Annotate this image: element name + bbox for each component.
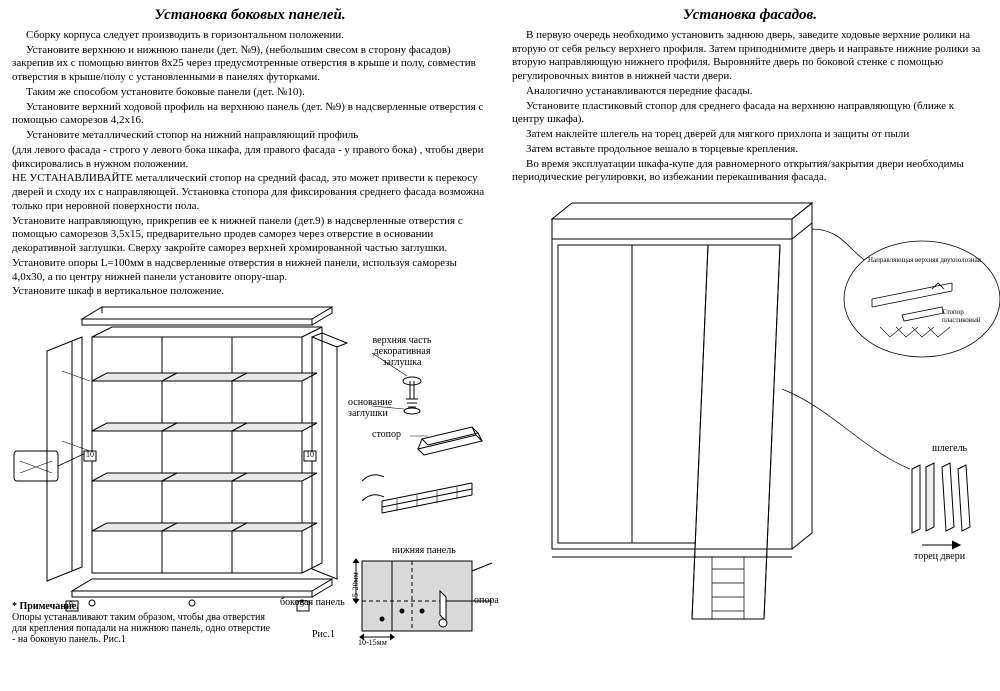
right-column: Установка фасадов. В первую очередь необ…: [500, 0, 1000, 691]
left-column: Установка боковых панелей. Сборку корпус…: [0, 0, 500, 691]
para: Установите шкаф в вертикальное положение…: [12, 285, 488, 299]
para: Затем вставьте продольное вешало в торце…: [512, 143, 988, 157]
label-side-panel: боковая панель: [280, 597, 345, 608]
para: Во время эксплуатации шкафа-купе для рав…: [512, 158, 988, 186]
dim-10-15: 10-15мм: [358, 639, 387, 648]
page: Установка боковых панелей. Сборку корпус…: [0, 0, 1000, 691]
para: Установите верхнюю и нижнюю панели (дет.…: [12, 44, 488, 85]
para: НЕ УСТАНАВЛИВАЙТЕ металлический стопор н…: [12, 172, 488, 213]
para: Сборку корпуса следует производить в гор…: [12, 29, 488, 43]
para: Установите направляющую, прикрепив ее к …: [12, 215, 488, 256]
label-top-guide: Направляющая верхняя двухполозная: [868, 257, 981, 265]
para: (для левого фасада - строго у левого бок…: [12, 144, 488, 172]
para: Таким же способом установите боковые пан…: [12, 86, 488, 100]
para: Установите пластиковый стопор для средне…: [512, 100, 988, 128]
label-bottom-panel: нижняя панель: [392, 545, 456, 556]
right-title: Установка фасадов.: [512, 6, 988, 25]
label-stopper-plastic: Стопор пластиковый: [942, 309, 988, 324]
right-diagram: Направляющая верхняя двухполозная Стопор…: [512, 189, 988, 659]
para: Установите металлический стопор на нижни…: [12, 129, 488, 143]
num-10: 10: [86, 451, 94, 460]
para: Аналогично устанавливаются передние фаса…: [512, 85, 988, 99]
para: В первую очередь необходимо установить з…: [512, 29, 988, 84]
note-text: Опоры устанавливают таким образом, чтобы…: [12, 612, 272, 645]
para: Установите верхний ходовой профиль на ве…: [12, 101, 488, 129]
dim-15-20: 15-20мм: [352, 572, 361, 601]
label-stopper: стопор: [372, 429, 401, 440]
left-title: Установка боковых панелей.: [12, 6, 488, 25]
num-10b: 10: [306, 451, 314, 460]
note-label: * Примечание.: [12, 601, 272, 612]
label-door-end: торец двери: [914, 551, 965, 562]
left-diagram: верхняя часть декоративная заглушка осно…: [12, 301, 488, 641]
note-block: * Примечание. Опоры устанавливают таким …: [12, 601, 272, 645]
num-9b: 9: [300, 601, 304, 610]
label-support: опора: [474, 595, 499, 606]
para: Установите опоры L=100мм в надсверленные…: [12, 257, 488, 285]
label-fig1: Рис.1: [312, 629, 335, 640]
label-shlegel: шлегель: [932, 443, 967, 454]
label-base-plug: основание заглушки: [348, 397, 392, 419]
para: Затем наклейте шлегель на торец дверей д…: [512, 128, 988, 142]
label-top-plug: верхняя часть декоративная заглушка: [362, 335, 442, 368]
